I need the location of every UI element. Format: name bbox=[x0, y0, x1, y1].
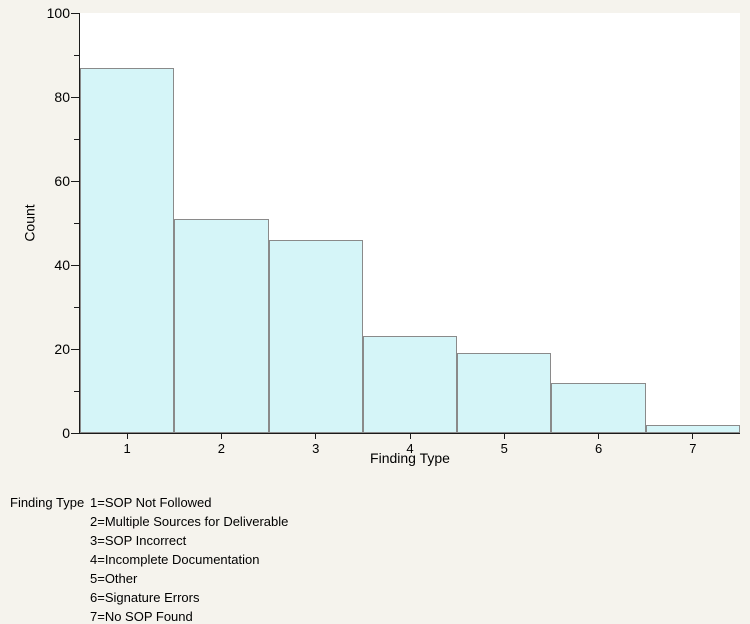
bar-finding-type-4[interactable] bbox=[362, 336, 458, 433]
x-axis-line bbox=[79, 433, 740, 434]
y-major-tick bbox=[71, 180, 79, 182]
y-major-tick bbox=[71, 264, 79, 266]
legend-item-3: 3=SOP Incorrect bbox=[90, 533, 187, 548]
plot-area bbox=[80, 13, 740, 433]
x-axis-title: Finding Type bbox=[370, 450, 450, 466]
legend-items: 1=SOP Not Followed 2=Multiple Sources for… bbox=[90, 493, 288, 624]
legend-item-6: 6=Signature Errors bbox=[90, 590, 200, 605]
x-tick-label: 4 bbox=[406, 441, 414, 456]
y-major-tick bbox=[71, 348, 79, 350]
bar-finding-type-5[interactable] bbox=[457, 353, 552, 433]
bar-finding-type-7[interactable] bbox=[645, 424, 740, 433]
y-major-tick bbox=[71, 12, 79, 14]
y-major-tick bbox=[71, 432, 79, 434]
y-tick-label: 100 bbox=[46, 5, 70, 21]
x-tick bbox=[598, 434, 600, 439]
y-tick-label: 80 bbox=[54, 89, 70, 105]
x-tick-label: 6 bbox=[594, 441, 603, 456]
y-minor-tick bbox=[74, 306, 79, 308]
legend: Finding Type 1=SOP Not Followed 2=Multipl… bbox=[0, 493, 750, 624]
x-tick-label: 3 bbox=[312, 441, 320, 456]
x-tick bbox=[315, 434, 317, 439]
y-minor-tick bbox=[74, 54, 79, 56]
bar-finding-type-2[interactable] bbox=[174, 218, 269, 433]
y-axis-title-wrap: Count bbox=[16, 13, 44, 433]
y-tick-label: 20 bbox=[54, 341, 70, 357]
y-minor-tick bbox=[74, 390, 79, 392]
y-tick-label: 60 bbox=[54, 173, 70, 189]
y-axis-title: Count bbox=[22, 204, 39, 242]
x-tick bbox=[692, 434, 694, 439]
legend-item-4: 4=Incomplete Documentation bbox=[90, 552, 260, 567]
y-tick-label: 0 bbox=[62, 425, 70, 441]
y-axis-line bbox=[79, 13, 80, 434]
legend-item-2: 2=Multiple Sources for Deliverable bbox=[90, 514, 289, 529]
y-minor-tick bbox=[74, 222, 79, 224]
x-tick-label: 7 bbox=[689, 441, 697, 456]
x-tick bbox=[126, 434, 128, 439]
y-tick-label: 40 bbox=[54, 257, 70, 273]
x-tick-label: 1 bbox=[123, 441, 131, 456]
x-tick bbox=[503, 434, 505, 439]
y-minor-tick bbox=[74, 138, 79, 140]
x-tick-label: 5 bbox=[500, 441, 508, 456]
legend-item-1: 1=SOP Not Followed bbox=[90, 495, 212, 510]
x-tick bbox=[409, 434, 411, 439]
legend-title: Finding Type bbox=[10, 495, 85, 510]
bar-finding-type-6[interactable] bbox=[551, 382, 646, 433]
x-tick-label: 2 bbox=[217, 441, 226, 456]
bar-finding-type-3[interactable] bbox=[268, 239, 363, 433]
y-major-tick bbox=[71, 96, 79, 98]
legend-item-5: 5=Other bbox=[90, 571, 138, 586]
x-tick bbox=[220, 434, 222, 439]
bar-finding-type-1[interactable] bbox=[80, 67, 175, 433]
legend-item-7: 7=No SOP Found bbox=[90, 609, 193, 624]
